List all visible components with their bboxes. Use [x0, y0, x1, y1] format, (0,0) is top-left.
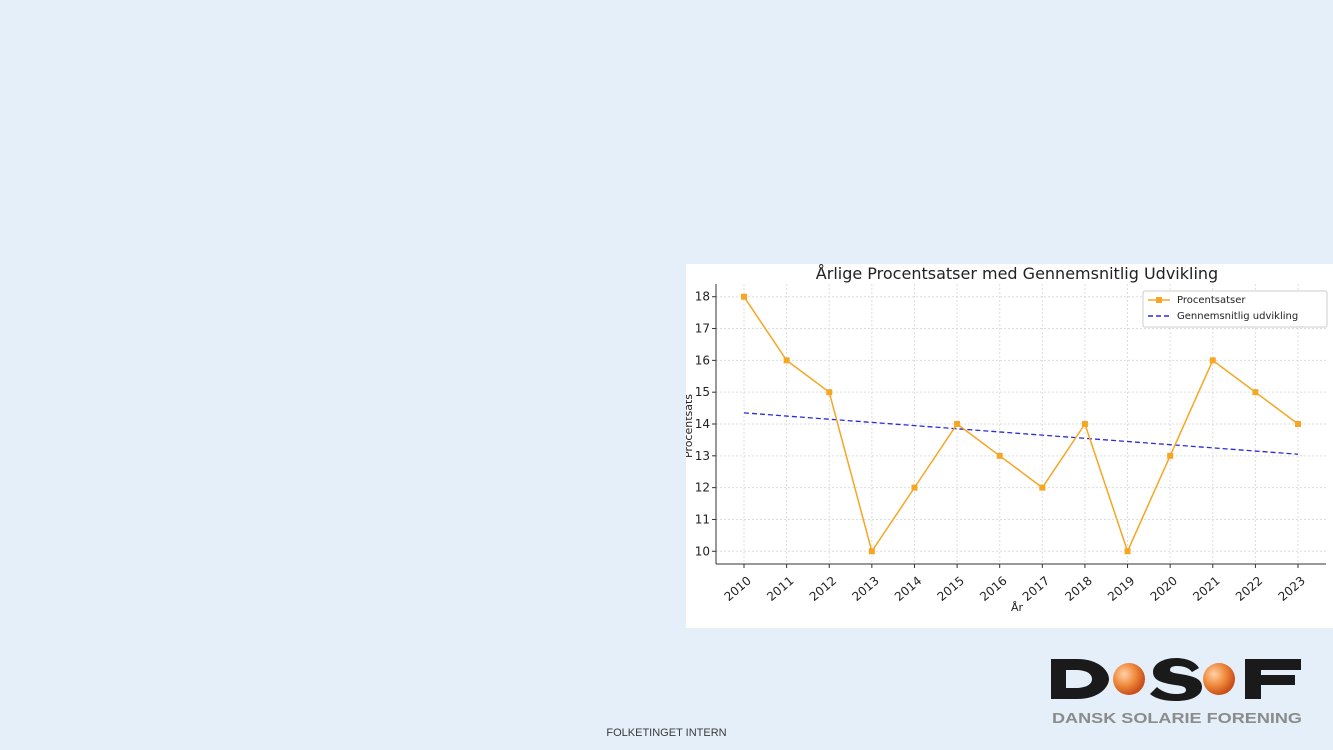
data-point-2011: [783, 357, 790, 364]
legend-label-gennemsnitlig-udvikling: Gennemsnitlig udvikling: [1177, 311, 1298, 322]
x-tick-label-2011: 2011: [764, 574, 796, 604]
data-point-2019: [1124, 548, 1131, 555]
x-tick-label-2023: 2023: [1276, 574, 1308, 604]
logo-sun-orb-left: [1113, 663, 1145, 695]
x-tick-label-2010: 2010: [722, 574, 754, 604]
legend-box: [1142, 290, 1328, 328]
y-tick-label-17: 17: [695, 322, 710, 336]
y-tick-label-15: 15: [695, 385, 710, 399]
chart-panel: 10 11 12 13 14 15 16 17 18 2010 2011 2012 2013 2014 20…: [686, 264, 1333, 628]
x-axis-label: År: [1011, 601, 1024, 614]
x-tick-label-2019: 2019: [1105, 574, 1137, 604]
x-tick-label-2021: 2021: [1190, 574, 1222, 604]
data-point-2013: [868, 548, 875, 555]
legend-marker-procentsatser: [1156, 297, 1162, 303]
x-tick-label-2022: 2022: [1233, 574, 1265, 604]
legend-label-procentsatser: Procentsatser: [1177, 295, 1246, 306]
data-point-2020: [1167, 452, 1174, 459]
x-tick-label-2012: 2012: [807, 574, 839, 604]
data-point-2010: [741, 293, 747, 300]
chart-axes: 10 11 12 13 14 15 16 17 18 2010 2011 2012 2013 2014 20…: [695, 284, 1326, 604]
x-tick-label-2020: 2020: [1148, 574, 1180, 604]
data-point-2022: [1252, 389, 1259, 396]
x-tick-label-2016: 2016: [977, 574, 1009, 604]
y-tick-label-18: 18: [695, 290, 710, 304]
logo-letter-f: [1245, 659, 1301, 699]
data-point-2017: [1039, 484, 1046, 491]
series-line-procentsatser: [743, 296, 1299, 554]
x-tick-label-2017: 2017: [1020, 574, 1052, 604]
y-axis-label: Procentsats: [686, 394, 695, 458]
y-tick-label-10: 10: [695, 544, 710, 558]
data-point-2012: [826, 389, 833, 396]
data-point-2023: [1295, 421, 1301, 427]
data-point-2021: [1209, 357, 1216, 364]
y-tick-label-13: 13: [695, 449, 710, 463]
data-point-2015: [954, 421, 961, 427]
data-point-2018: [1081, 421, 1088, 427]
logo-subtitle: DANSK SOLARIE FORENING: [1052, 710, 1302, 727]
series-line-gennemsnitlig-udvikling: [743, 412, 1299, 455]
logo-mark: [1051, 658, 1301, 701]
y-tick-label-11: 11: [695, 512, 710, 526]
line-chart: 10 11 12 13 14 15 16 17 18 2010 2011 2012 2013 2014 20…: [686, 264, 1328, 614]
y-tick-label-14: 14: [695, 417, 710, 431]
logo-letter-d: [1051, 659, 1109, 699]
chart-title: Årlige Procentsatser med Gennemsnitlig U…: [816, 264, 1218, 283]
x-tick-label-2014: 2014: [892, 574, 924, 604]
logo-letter-s: [1150, 658, 1202, 701]
dsf-logo: DANSK SOLARIE FORENING: [1049, 655, 1305, 727]
chart-series: [741, 293, 1301, 555]
logo-sun-orb-right: [1203, 663, 1235, 695]
x-tick-label-2018: 2018: [1062, 574, 1094, 604]
x-tick-label-2015: 2015: [935, 574, 967, 604]
data-point-2014: [911, 484, 918, 491]
y-tick-label-12: 12: [695, 481, 710, 495]
x-tick-label-2013: 2013: [849, 574, 881, 604]
chart-legend: Procentsatser Gennemsnitlig udvikling: [1142, 290, 1328, 328]
data-point-2016: [996, 452, 1003, 459]
y-tick-label-16: 16: [695, 353, 710, 367]
footer-classification: FOLKETINGET INTERN: [606, 727, 727, 739]
